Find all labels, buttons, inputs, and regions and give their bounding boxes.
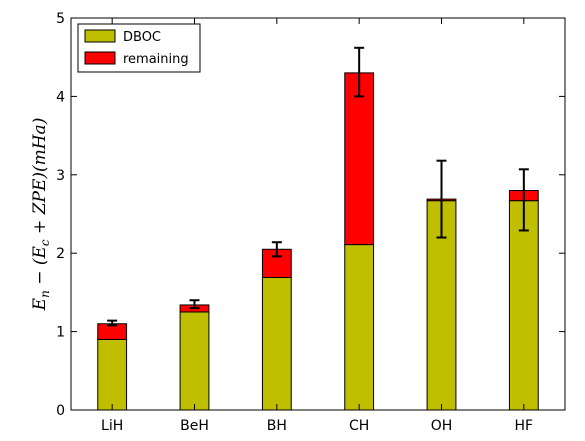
bars-layer [97,72,539,411]
x-tick-label-ch: CH [349,418,369,434]
error-bars-layer [107,46,529,327]
x-tick-label-bh: BH [267,418,287,434]
plot-frame [70,17,566,411]
bar-dboc-beh [179,311,210,411]
error-bar-lih [107,319,118,327]
y-tick-label: 5 [56,11,65,27]
legend: DBOC remaining [77,23,201,73]
x-tick-labels: LiH BeH BH CH OH HF [101,418,533,434]
error-bar-ch [354,46,365,98]
bar-dboc-hf [508,200,539,411]
bar-remaining-ch [344,72,375,246]
y-tick-label: 1 [56,325,65,341]
legend-swatch-remaining [84,51,116,65]
legend-swatch-dboc [84,29,116,43]
y-tick-label: 0 [56,403,65,419]
error-bar-hf [518,168,529,232]
y-tick-label: 4 [56,89,65,105]
bar-dboc-lih [97,338,128,411]
y-axis-label: En − (Ec + ZPE)(mHa) [30,118,52,312]
error-bar-beh [189,299,200,310]
x-tick-label-oh: OH [431,418,453,434]
bar-dboc-ch [344,244,375,411]
y-tick-label: 3 [56,168,65,184]
y-tick-label: 2 [56,246,65,262]
x-tick-label-lih: LiH [101,418,123,434]
legend-label-dboc: DBOC [123,30,161,45]
bar-dboc-bh [261,277,292,411]
x-tick-label-hf: HF [515,418,534,434]
ticks-layer [71,17,565,411]
y-tick-labels: 0 1 2 3 4 5 [56,11,65,419]
x-tick-label-beh: BeH [180,418,209,434]
error-bar-oh [436,159,447,239]
legend-label-remaining: remaining [123,52,189,67]
error-bar-bh [271,241,282,258]
